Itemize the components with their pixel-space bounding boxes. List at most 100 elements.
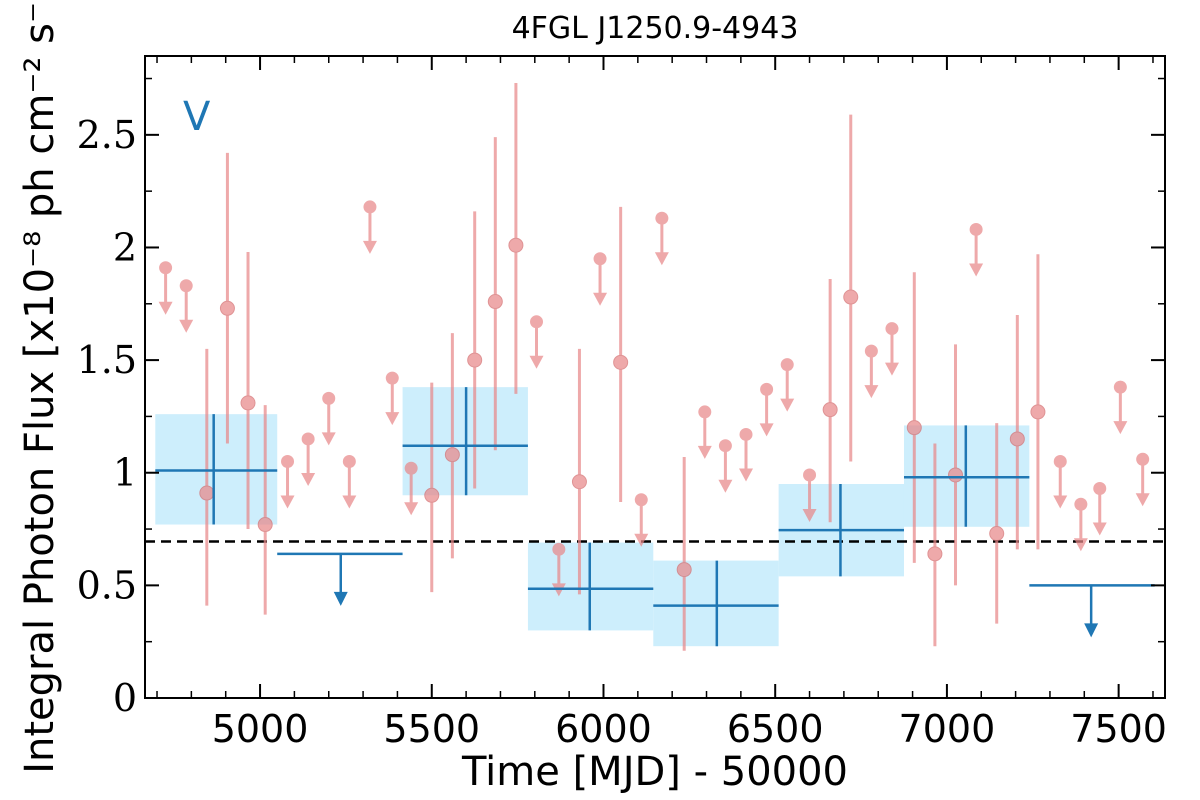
fine-upper-limit [385, 371, 400, 426]
fine-upper-limit [280, 454, 295, 509]
fine-upper-limit [321, 391, 336, 446]
upper-limit-arrow-head [718, 479, 733, 493]
fine-marker [989, 526, 1005, 542]
fine-marker [969, 222, 983, 236]
fine-data-point [487, 137, 503, 451]
upper-limit-arrow-head [342, 495, 357, 509]
upper-limit-arrow-head [1092, 522, 1107, 536]
fine-marker [906, 420, 922, 436]
fine-upper-limit [1073, 497, 1088, 552]
fine-marker [634, 493, 648, 507]
fine-marker [159, 261, 173, 275]
fine-marker [363, 200, 377, 214]
fine-upper-limit [342, 454, 357, 509]
fine-marker [1136, 452, 1150, 466]
fine-data-point [424, 382, 440, 593]
fine-upper-limit [654, 211, 669, 266]
fine-data-point [1009, 315, 1025, 550]
upper-limit-arrow-head [759, 423, 774, 437]
fine-upper-limit [864, 344, 879, 399]
fine-upper-limit [1092, 482, 1107, 536]
fine-upper-limit [1053, 454, 1068, 509]
fine-marker [1053, 454, 1067, 468]
fine-marker [219, 300, 235, 316]
fine-data-point [508, 83, 524, 394]
fine-data-point [906, 272, 922, 563]
fine-marker [655, 211, 669, 225]
upper-limit-arrow-head [634, 533, 649, 547]
fine-marker [424, 487, 440, 503]
x-tick-label: 7500 [1070, 707, 1167, 751]
upper-limit-arrow-head [654, 252, 669, 266]
upper-limit-arrow-head [864, 385, 879, 399]
chart-title: 4FGL J1250.9-4943 [512, 11, 799, 46]
fine-marker [385, 371, 399, 385]
fine-upper-limit [759, 382, 774, 437]
coarse-data-point [653, 560, 779, 647]
fine-upper-limit [362, 200, 377, 254]
upper-limit-arrow-head [969, 263, 984, 277]
fine-upper-limit [551, 542, 566, 597]
coarse-data-point [903, 425, 1030, 527]
fine-upper-limit [1135, 452, 1150, 507]
fine-marker [404, 461, 418, 475]
fine-marker [676, 562, 692, 578]
fine-marker [593, 252, 607, 266]
fine-marker [240, 395, 256, 411]
fine-marker [281, 454, 295, 468]
fine-marker [257, 517, 273, 533]
fine-marker [508, 237, 524, 253]
x-tick-label: 7000 [899, 707, 996, 751]
fine-marker [467, 352, 483, 368]
fine-marker [530, 315, 544, 329]
y-tick-label: 2 [113, 225, 137, 269]
fine-upper-limit [593, 252, 608, 306]
axis-ticks [145, 56, 1165, 699]
upper-limit-arrow-head [321, 432, 336, 446]
fine-upper-limit [802, 468, 817, 522]
fine-upper-limit [634, 493, 649, 547]
fine-upper-limit [884, 322, 899, 376]
y-tick-labels: 0 0.5 1 1.5 2 2.5 [77, 113, 137, 720]
fine-data-point [219, 152, 235, 444]
coarse-data-point [155, 414, 278, 525]
coarse-data-point [402, 387, 528, 496]
x-tick-label: 5000 [212, 707, 309, 751]
upper-limit-arrow-head [1053, 495, 1068, 509]
y-axis-label: Integral Photon Flux [x10⁻⁸ ph cm⁻² s⁻¹] [17, 0, 63, 774]
fine-marker [780, 358, 794, 372]
fine-upper-limit [969, 222, 984, 277]
fine-data-point [613, 206, 629, 503]
y-tick-label: 1.5 [77, 338, 137, 382]
fine-data-point [676, 456, 692, 651]
fine-bin-series [158, 83, 1150, 651]
x-tick-labels: 5000 5500 6000 6500 7000 7500 [212, 707, 1167, 751]
fine-data-point [199, 348, 215, 606]
fine-data-point [989, 423, 1005, 624]
fine-marker [613, 354, 629, 370]
fine-upper-limit [1113, 380, 1128, 435]
fine-marker [927, 546, 943, 562]
x-tick-label: 6000 [555, 707, 652, 751]
fine-marker [1074, 497, 1088, 511]
upper-limit-arrow-head [385, 412, 400, 426]
fine-data-point [822, 279, 838, 523]
upper-limit-arrow-head [884, 362, 899, 376]
fine-marker [1113, 380, 1127, 394]
fine-upper-limit [404, 461, 419, 516]
fine-marker [948, 467, 964, 483]
fine-data-point [571, 348, 587, 595]
upper-limit-arrow-head [1135, 493, 1150, 507]
fine-marker [199, 485, 215, 501]
fine-marker [487, 294, 503, 310]
fine-upper-limit [179, 279, 194, 333]
coarse-upper-limit-head [333, 591, 348, 606]
x-axis-label: Time [MJD] - 50000 [461, 749, 848, 795]
fine-marker [843, 289, 859, 305]
coarse-data-point [527, 542, 654, 631]
fine-marker [803, 468, 817, 482]
fine-marker [822, 402, 838, 418]
fine-marker [552, 542, 566, 556]
upper-limit-arrow-head [780, 398, 795, 412]
